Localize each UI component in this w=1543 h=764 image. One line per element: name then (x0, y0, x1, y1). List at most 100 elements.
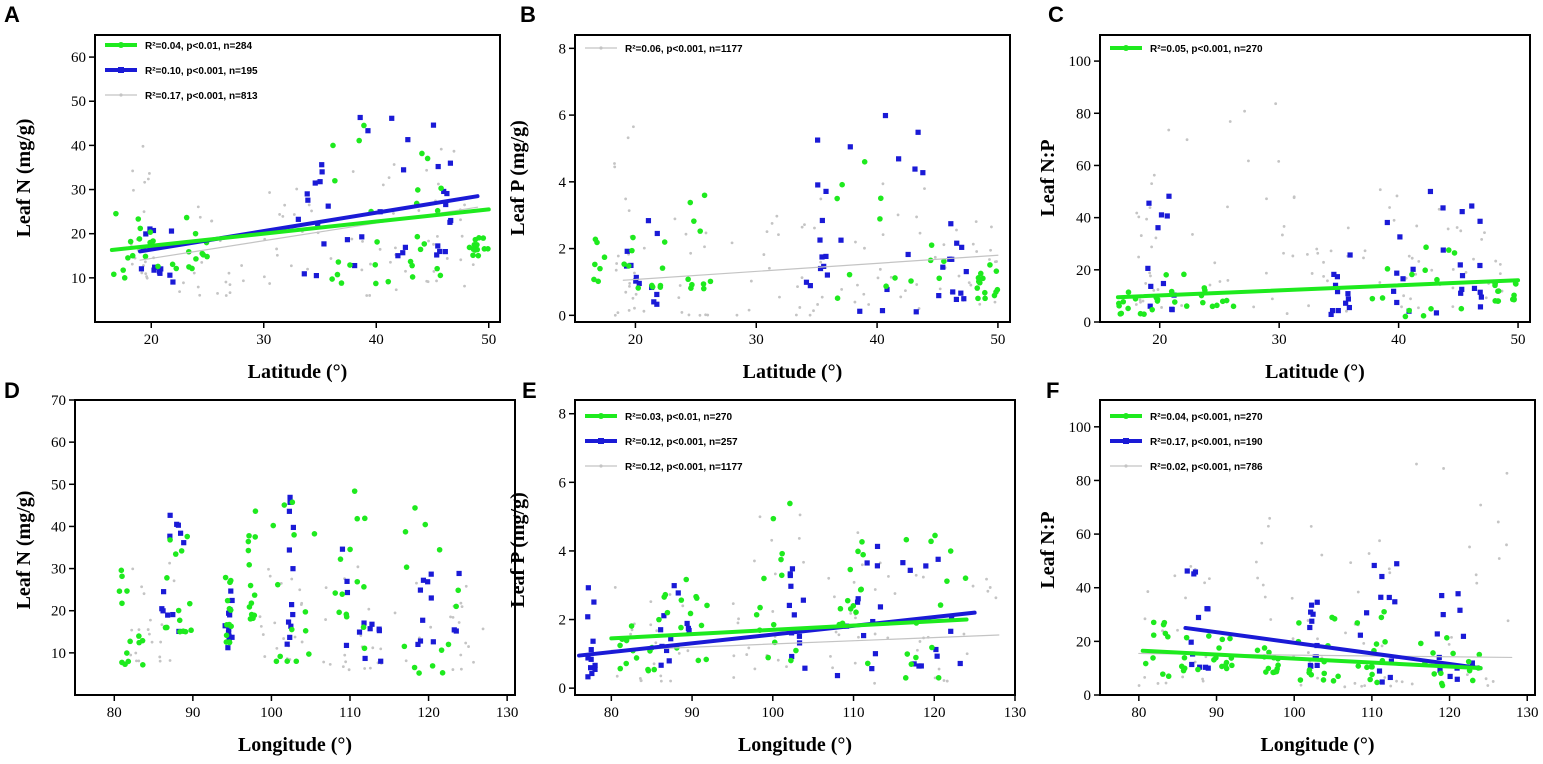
data-point (613, 165, 617, 169)
data-point (360, 268, 364, 272)
data-point (1384, 266, 1391, 272)
data-point (1260, 541, 1264, 545)
data-point (587, 665, 594, 671)
data-point (1459, 286, 1465, 292)
data-point (120, 267, 126, 273)
data-point (987, 262, 993, 268)
data-point (1143, 617, 1147, 621)
data-point (770, 621, 777, 628)
data-point (1266, 649, 1272, 656)
data-point (1407, 254, 1411, 258)
data-point (130, 262, 134, 266)
data-point (229, 597, 235, 604)
data-point (837, 633, 841, 637)
data-point (130, 628, 134, 632)
data-point (216, 291, 219, 295)
data-point (950, 289, 956, 295)
data-point (860, 551, 866, 558)
data-point (853, 300, 857, 304)
plot-frame (74, 399, 516, 696)
fit-line-blue (577, 610, 977, 658)
data-point (434, 207, 441, 214)
data-point (1437, 207, 1441, 211)
x-tick-label: 40 (870, 332, 885, 348)
data-point (1378, 614, 1385, 621)
data-point (1451, 250, 1458, 256)
data-point (701, 192, 708, 199)
data-point (268, 574, 272, 578)
legend-entry-blue: R²=0.17, p<0.001, n=190 (1110, 437, 1263, 448)
data-point (1158, 212, 1165, 218)
data-point (1265, 197, 1268, 201)
data-point (847, 144, 853, 150)
data-point (1143, 675, 1147, 679)
data-point (241, 279, 245, 283)
data-point (923, 187, 926, 191)
data-point (687, 610, 694, 617)
series-green-points (591, 158, 1001, 302)
data-point (369, 621, 375, 627)
x-tick-label: 130 (1004, 705, 1027, 721)
data-point (700, 285, 707, 292)
data-point (592, 662, 598, 668)
data-point (944, 578, 950, 584)
data-point (706, 313, 710, 317)
data-point (147, 229, 154, 235)
legend-label: R²=0.04, p<0.01, n=284 (145, 41, 252, 52)
data-point (414, 233, 421, 240)
data-point (731, 602, 735, 606)
data-point (295, 216, 301, 222)
data-point (675, 590, 681, 596)
data-point (445, 641, 452, 648)
data-point (341, 665, 345, 669)
data-point (140, 585, 144, 589)
data-point (735, 313, 739, 317)
x-axis-label: Longitude (°) (238, 734, 352, 756)
x-tick-label: 90 (185, 705, 200, 721)
data-point (389, 260, 392, 264)
legend-swatch-marker (118, 42, 124, 48)
data-point (791, 612, 797, 618)
data-point (1349, 561, 1353, 565)
data-point (121, 275, 128, 281)
data-point (178, 548, 185, 554)
data-point (1135, 211, 1139, 215)
data-point (1496, 520, 1500, 524)
data-point (1346, 304, 1352, 311)
y-tick-label: 40 (1076, 581, 1091, 597)
data-point (1450, 650, 1456, 657)
data-point (447, 219, 453, 225)
data-point (767, 266, 771, 270)
data-point (942, 679, 946, 682)
data-point (193, 256, 199, 262)
data-point (1184, 568, 1190, 574)
data-point (627, 209, 631, 213)
data-point (306, 267, 309, 271)
data-point (961, 296, 967, 302)
data-point (623, 660, 630, 667)
data-point (588, 656, 594, 662)
data-point (1120, 298, 1127, 305)
data-point (1455, 591, 1461, 597)
data-point (1195, 666, 1201, 673)
data-point (663, 647, 670, 654)
fit-line-green (1140, 648, 1483, 671)
data-point (135, 216, 142, 222)
data-point (1163, 272, 1169, 278)
data-point (300, 640, 304, 644)
data-point (288, 623, 294, 629)
data-point (274, 581, 281, 588)
y-tick-label: 2 (559, 242, 567, 258)
data-point (959, 244, 965, 250)
x-tick-label: 40 (1391, 332, 1406, 348)
data-point (428, 571, 434, 577)
data-point (1181, 654, 1188, 661)
data-point (1314, 662, 1320, 669)
data-point (601, 254, 608, 261)
y-tick-label: 50 (71, 94, 86, 110)
data-point (962, 632, 966, 636)
legend-label: R²=0.04, p<0.001, n=270 (1150, 412, 1263, 423)
data-point (1307, 624, 1313, 631)
data-point (426, 280, 430, 284)
data-point (634, 292, 638, 296)
